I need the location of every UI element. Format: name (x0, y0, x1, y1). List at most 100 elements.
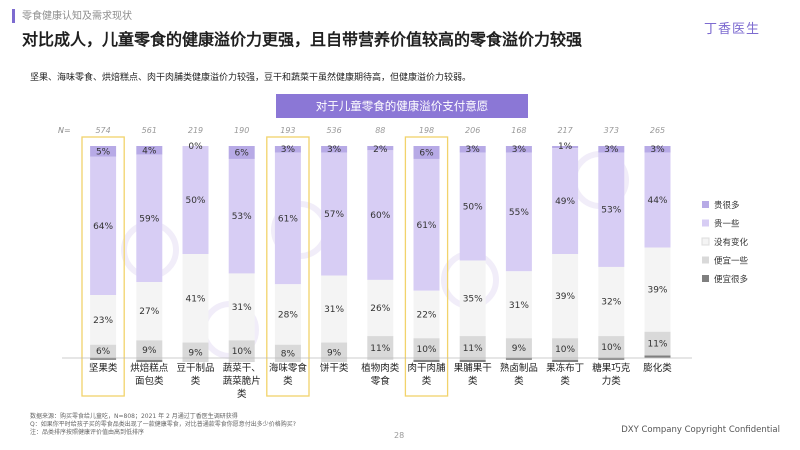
data-label: 6% (96, 347, 111, 357)
bar-segment-2 (367, 279, 394, 337)
n-value: 190 (234, 126, 249, 135)
bar-segment-1 (413, 158, 440, 291)
legend-label: 贵一些 (714, 219, 740, 230)
data-label: 5% (96, 147, 111, 157)
data-label: 31% (324, 305, 344, 315)
bar-segment-1 (228, 158, 255, 274)
data-label: 61% (278, 214, 298, 224)
bar-segment-1 (274, 152, 301, 285)
data-label: 9% (512, 344, 527, 354)
data-label: 39% (555, 292, 575, 302)
bar-segment-1 (136, 154, 163, 283)
footer-note: 注：品类排序按照健康评价值由高到低排序 (30, 429, 145, 436)
category-label: 类 (283, 375, 293, 387)
data-label: 3% (466, 145, 481, 155)
bar-segment-0 (367, 146, 394, 151)
data-label: 3% (604, 145, 619, 155)
data-label: 64% (93, 222, 113, 232)
n-label: N= (58, 126, 71, 135)
bar-segment-2 (413, 290, 440, 339)
category-label: 类 (560, 375, 570, 387)
category-label: 类 (237, 388, 247, 400)
category-label: 海味零食 (269, 362, 308, 374)
category-label: 面包类 (135, 375, 164, 387)
data-label: 11% (463, 344, 483, 354)
legend-label: 贵很多 (714, 200, 740, 211)
highlight-frame (404, 136, 449, 397)
bar-segment-2 (644, 247, 671, 332)
n-value: 198 (419, 126, 434, 135)
category-label: 蔬菜干、 (223, 362, 261, 374)
data-label: 28% (278, 310, 298, 320)
bar-segment-4 (90, 357, 117, 360)
bar-segment-2 (274, 284, 301, 345)
bar-segment-1 (598, 152, 625, 267)
data-label: 61% (416, 221, 436, 231)
footer-question: Q：如果你平时给孩子买的零食品类出现了一款健康零食，对比普通款零食你愿意付出多少… (30, 421, 296, 428)
bar-segment-3 (367, 336, 394, 360)
data-label: 60% (370, 211, 390, 221)
legend-swatch (702, 275, 709, 282)
bar-segment-2 (598, 266, 625, 337)
bar-segment-0 (459, 146, 486, 153)
data-label: 3% (650, 145, 665, 155)
page-subheadline: 坚果、海味零食、烘焙糕点、肉干肉脯类健康溢价力较强，豆干和蔬菜干虽然健康期待高，… (30, 73, 472, 83)
category-label: 零食 (371, 375, 391, 387)
bar-segment-3 (598, 336, 625, 358)
bar-segment-2 (505, 271, 532, 339)
bar-segment-2 (459, 260, 486, 337)
bar-segment-3 (505, 338, 532, 358)
data-label: 53% (232, 212, 252, 222)
data-label: 11% (647, 340, 667, 350)
bar-segment-3 (321, 342, 348, 362)
bar-segment-1 (321, 152, 348, 276)
bar-segment-1 (90, 156, 117, 296)
highlight-frame (266, 136, 310, 397)
legend-swatch (701, 237, 710, 246)
footer-notes: 数据来源：购买零食给儿童吃，N=808；2021 年 2 月通过丁香医生调研获得… (30, 413, 296, 437)
bar-segment-0 (136, 146, 163, 155)
data-label: 44% (647, 196, 667, 206)
data-label: 23% (93, 316, 113, 326)
data-label: 10% (555, 345, 575, 355)
bar-segment-0 (228, 146, 255, 159)
n-value: 219 (188, 126, 203, 135)
bar-segment-3 (228, 340, 255, 362)
n-value: 206 (465, 126, 480, 135)
category-label: 类 (191, 375, 201, 387)
bar-segment-2 (228, 273, 255, 341)
data-label: 2% (373, 145, 388, 155)
n-value: 193 (280, 126, 295, 135)
bar-segment-4 (552, 359, 579, 362)
data-label: 57% (324, 210, 344, 220)
legend-label: 便宜一些 (714, 256, 749, 267)
category-label: 熟卤制品 (500, 362, 538, 374)
bar-segment-4 (644, 355, 671, 358)
data-label: 6% (419, 148, 434, 158)
data-label: 53% (601, 206, 621, 216)
bar-segment-0 (598, 146, 625, 153)
category-label: 果冻布丁 (546, 362, 584, 374)
data-label: 3% (281, 145, 296, 155)
bar-segment-0 (505, 146, 532, 153)
section-label: 零食健康认知及需求现状 (22, 11, 132, 22)
category-label: 烘焙糕点 (130, 362, 169, 374)
highlight-frame (81, 136, 125, 397)
category-label: 类 (468, 375, 478, 387)
bar-segment-3 (136, 340, 163, 360)
legend-swatch (702, 219, 709, 227)
category-label: 肉干肉脯 (407, 362, 446, 374)
copyright-text: DXY Company Copyright Confidential (621, 425, 780, 435)
bar-segment-3 (644, 331, 671, 356)
category-label: 饼干类 (320, 362, 349, 374)
bar-segment-0 (552, 146, 579, 149)
category-label: 类 (422, 375, 432, 387)
bar-segment-2 (552, 254, 579, 339)
data-label: 39% (647, 286, 667, 296)
bar-segment-0 (644, 146, 671, 153)
bar-segment-1 (552, 148, 579, 254)
bar-segment-4 (598, 357, 625, 360)
category-label: 果脯果干 (454, 362, 492, 374)
legend-label: 便宜很多 (714, 274, 749, 285)
